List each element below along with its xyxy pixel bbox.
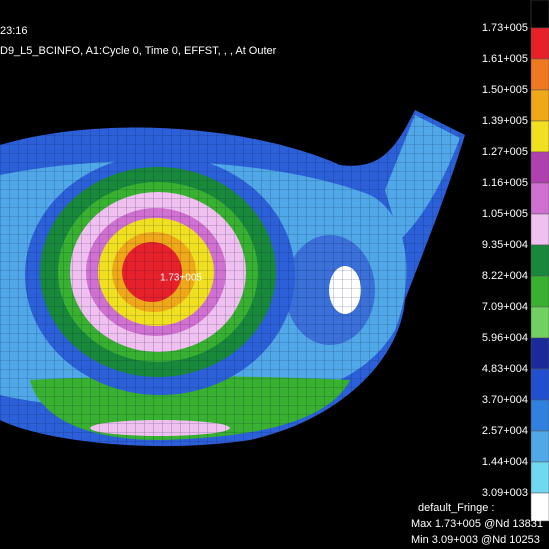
legend-label: 3.09+003 [482,487,528,499]
result-title: D9_L5_BCINFO, A1:Cycle 0, Time 0, EFFST,… [0,45,277,57]
legend-swatch [530,58,549,91]
legend-swatch [530,0,549,29]
legend-swatch [530,337,549,370]
legend-swatch [530,461,549,494]
legend-swatch [530,368,549,401]
model [0,110,465,447]
legend-swatch [530,151,549,184]
legend-swatch [530,244,549,277]
legend-swatch [530,430,549,463]
legend-label: 9.35+004 [482,239,528,251]
legend-swatch [530,89,549,122]
legend-label: 1.05+005 [482,208,528,220]
legend-label: 1.39+005 [482,115,528,127]
legend-label: 1.61+005 [482,53,528,65]
legend-swatch [530,275,549,308]
legend-label: 4.83+004 [482,363,528,375]
legend-swatch [530,182,549,215]
legend-swatch [530,27,549,60]
legend-label: 1.44+004 [482,456,528,468]
fringe-name: default_Fringe : [418,502,494,514]
legend-label: 1.16+005 [482,177,528,189]
legend-label: 1.73+005 [482,22,528,34]
legend-label: 8.22+004 [482,270,528,282]
legend-label: 2.57+004 [482,425,528,437]
legend-swatch [530,492,549,522]
legend-swatch [530,213,549,246]
legend-swatch [530,306,549,339]
legend-swatch [530,120,549,153]
legend-label: 3.70+004 [482,394,528,406]
min-info: Min 3.09+003 @Nd 10253 [411,534,540,546]
time-label: 23:16 [0,25,28,37]
legend-label: 5.96+004 [482,332,528,344]
legend-swatch [530,399,549,432]
legend-label: 1.27+005 [482,146,528,158]
max-info: Max 1.73+005 @Nd 13831 [411,518,543,530]
max-marker: 1.73+005 [160,273,202,284]
legend: 1.73+005 1.61+005 1.50+005 1.39+005 1.27+005… [482,0,549,522]
legend-label: 1.50+005 [482,84,528,96]
legend-label: 7.09+004 [482,301,528,313]
